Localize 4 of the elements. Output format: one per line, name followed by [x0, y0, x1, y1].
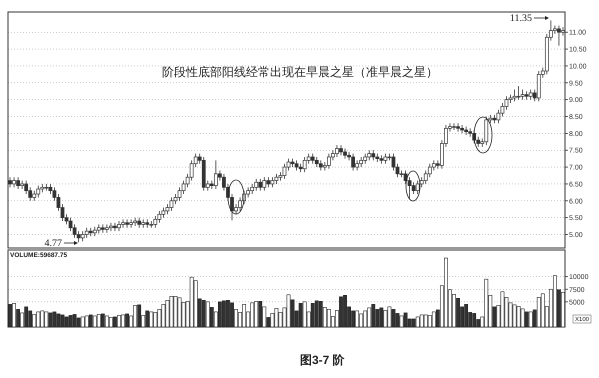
annotation: 4.77 — [44, 238, 62, 249]
annotation: 11.35 — [510, 13, 532, 24]
caption: 图3-7 阶 — [300, 353, 346, 367]
annotation: 阶段性底部阳线经常出现在早晨之星（准早晨之星） — [162, 65, 438, 79]
